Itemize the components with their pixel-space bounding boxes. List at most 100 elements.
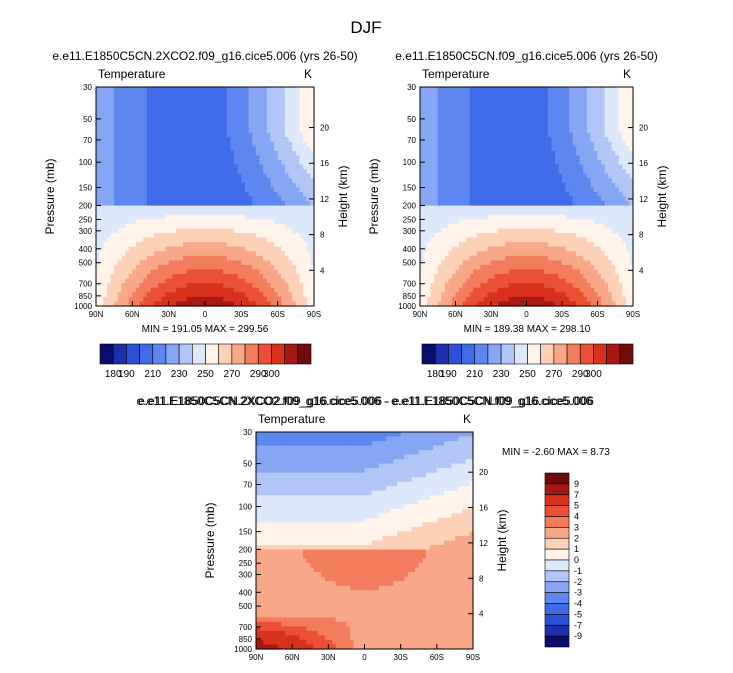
contour-cell [512, 228, 517, 234]
contour-cell [522, 237, 528, 243]
contour-cell [183, 150, 188, 157]
contour-cell [462, 219, 467, 225]
contour-cell [547, 196, 552, 202]
contour-cell [277, 187, 282, 193]
contour-cell [299, 150, 304, 157]
contour-cell [629, 205, 634, 211]
contour-cell [263, 264, 268, 271]
contour-cell [128, 187, 133, 193]
contour-cell [237, 100, 242, 106]
contour-cell [263, 123, 268, 129]
contour-cell [252, 223, 257, 230]
contour-cell [110, 283, 115, 289]
contour-cell [139, 109, 144, 115]
contour-cell [165, 246, 170, 252]
contour-cell [205, 214, 210, 220]
contour-cell [530, 210, 535, 216]
contour-cell [157, 274, 162, 280]
contour-cell [135, 283, 141, 289]
contour-cell [128, 150, 133, 157]
contour-cell [274, 274, 279, 280]
contour-cell [604, 237, 609, 243]
contour-cell [547, 141, 552, 147]
contour-cell [121, 105, 126, 111]
contour-cell [237, 128, 242, 134]
contour-cell [544, 196, 549, 202]
contour-cell [299, 214, 304, 220]
contour-cell [270, 96, 275, 102]
contour-cell [292, 196, 297, 202]
contour-cell [295, 141, 301, 147]
contour-cell [498, 169, 503, 175]
contour-cell [611, 187, 616, 193]
contour-cell [622, 164, 627, 170]
contour-cell [448, 187, 453, 193]
contour-cell [593, 155, 599, 161]
contour-cell [455, 128, 460, 134]
contour-cell [175, 278, 181, 284]
contour-cell [237, 146, 242, 152]
contour-cell [201, 87, 206, 93]
contour-cell [157, 187, 162, 193]
contour-cell [175, 141, 181, 147]
contour-cell [437, 146, 442, 152]
contour-cell [125, 219, 130, 225]
contour-cell [179, 100, 184, 106]
contour-cell [259, 223, 264, 230]
contour-cell [441, 91, 446, 97]
contour-cell [274, 205, 279, 211]
contour-cell [622, 109, 627, 115]
contour-cell [157, 223, 162, 230]
contour-cell [519, 128, 524, 134]
contour-cell [266, 178, 271, 184]
contour-cell [576, 210, 581, 216]
contour-cell [183, 178, 188, 184]
contour-cell [150, 214, 155, 220]
contour-cell [295, 283, 301, 289]
contour-cell [143, 228, 148, 234]
contour-cell [423, 132, 428, 138]
contour-cell [476, 237, 481, 243]
contour-cell [306, 242, 311, 248]
contour-cell [299, 292, 304, 298]
contour-cell [505, 169, 510, 175]
contour-cell [128, 287, 133, 293]
contour-cell [146, 141, 152, 147]
contour-cell [441, 114, 446, 120]
contour-cell [551, 219, 556, 225]
contour-cell [277, 223, 282, 230]
contour-cell [168, 109, 173, 115]
contour-cell [299, 296, 304, 303]
contour-cell [244, 173, 250, 179]
contour-cell [121, 269, 126, 275]
contour-cell [194, 91, 199, 97]
contour-cell [128, 219, 133, 225]
contour-cell [303, 296, 308, 303]
contour-cell [143, 255, 148, 261]
contour-cell [569, 123, 574, 129]
contour-cell [448, 242, 453, 248]
contour-cell [241, 301, 246, 307]
contour-cell [292, 283, 297, 289]
contour-cell [190, 118, 195, 125]
contour-cell [469, 146, 474, 152]
contour-cell [132, 287, 137, 293]
contour-cell [533, 96, 538, 102]
contour-cell [132, 296, 137, 303]
contour-cell [310, 91, 315, 97]
contour-cell [572, 210, 577, 216]
contour-cell [462, 233, 467, 239]
contour-cell [125, 255, 130, 261]
contour-cell [165, 251, 170, 257]
contour-cell [110, 132, 115, 138]
contour-cell [172, 210, 177, 216]
contour-cell [526, 201, 531, 207]
contour-cell [197, 255, 202, 261]
contour-cell [558, 178, 563, 184]
contour-cell [622, 196, 627, 202]
contour-cell [175, 223, 181, 230]
contour-cell [215, 105, 221, 111]
contour-cell [306, 128, 311, 134]
contour-cell [427, 137, 432, 143]
contour-cell [219, 114, 224, 120]
